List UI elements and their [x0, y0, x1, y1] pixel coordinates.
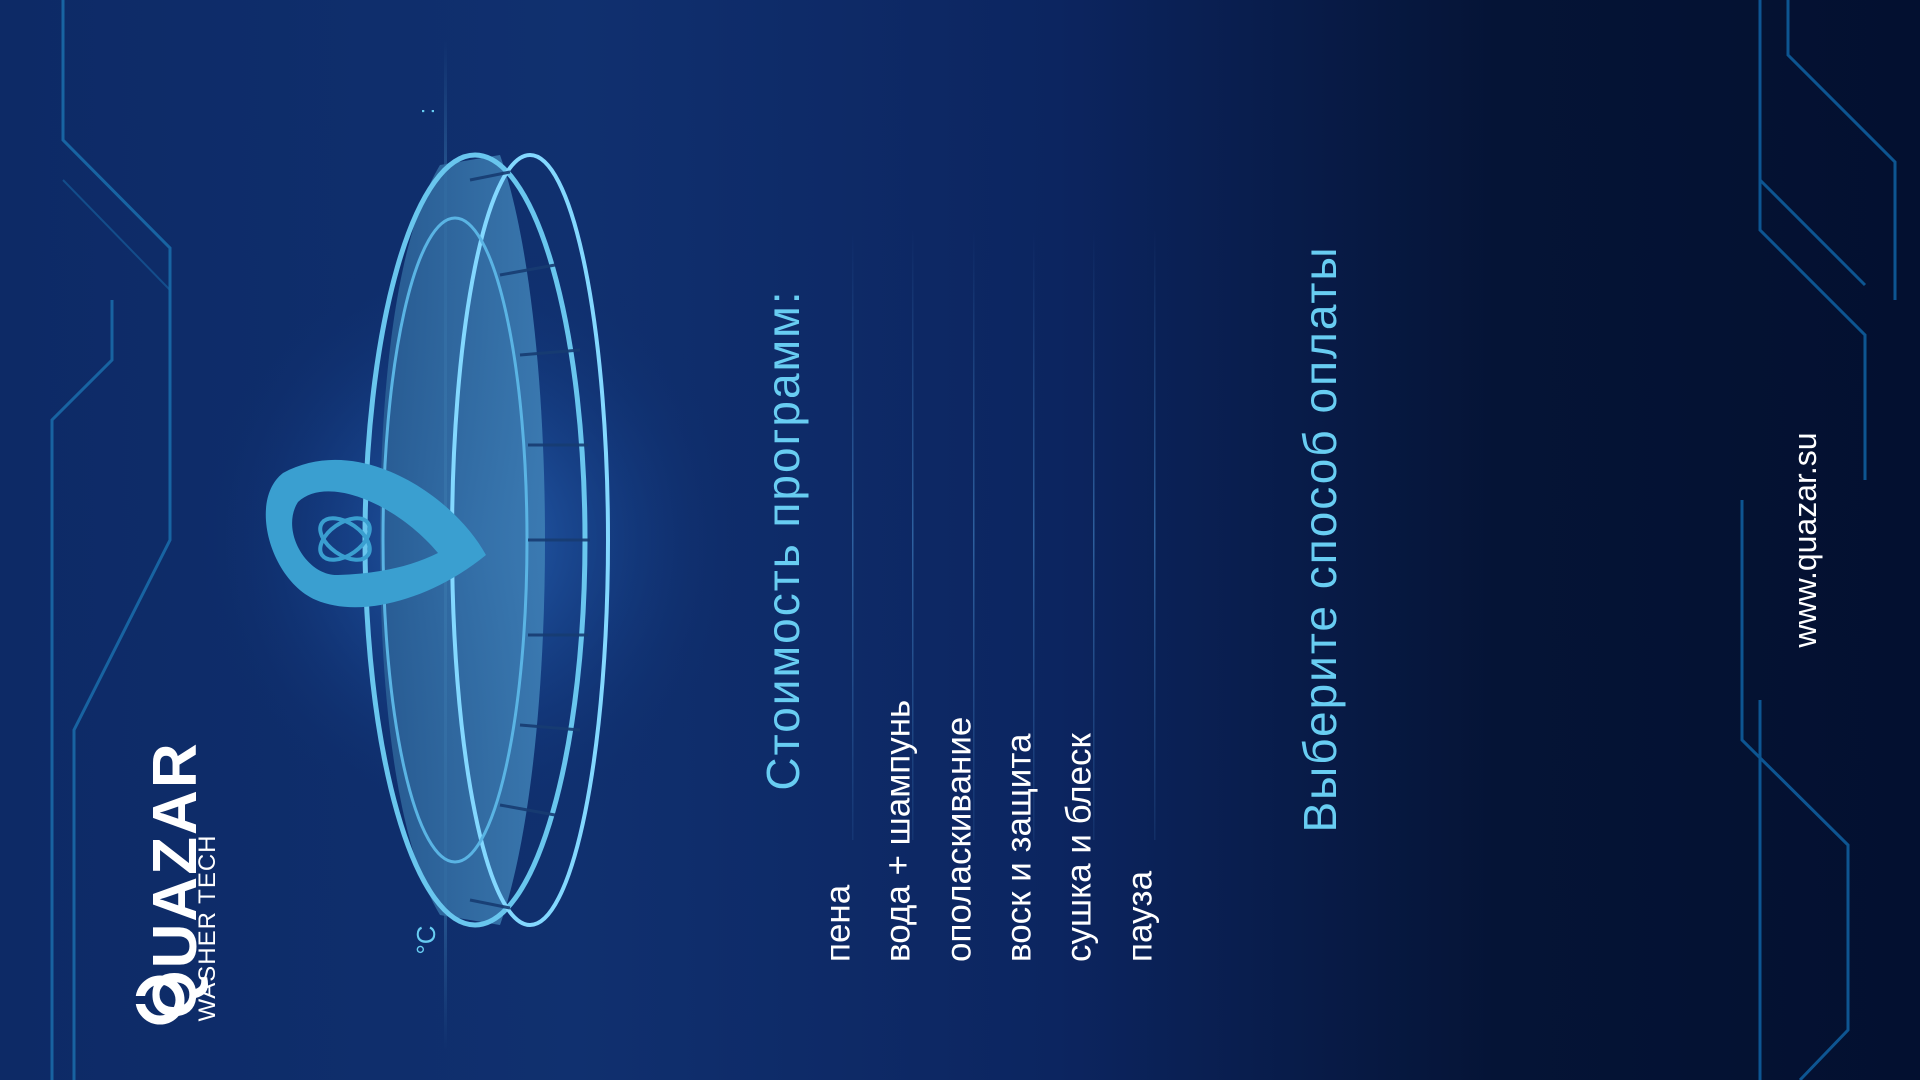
website-url: www.quazar.su — [1787, 432, 1823, 648]
right-circuit-lines — [1740, 0, 1897, 1080]
program-item-rinse: ополаскивание — [939, 716, 979, 962]
temperature-unit: °C — [411, 925, 441, 955]
left-circuit-lines — [50, 0, 172, 1080]
program-item-wax: воск и защита — [999, 733, 1039, 962]
brand-logo-mark — [134, 975, 185, 1025]
brand-emblem — [265, 459, 487, 608]
payment-prompt: Выберите способ оплаты — [1294, 245, 1346, 833]
program-separators — [852, 230, 1156, 840]
program-item-pause: пауза — [1120, 870, 1160, 962]
clock-separator: : — [414, 107, 439, 115]
brand-tagline: WASHER TECH — [194, 834, 221, 1022]
prices-title: Стоимость программ: — [757, 289, 809, 791]
program-item-water-shampoo: вода + шампунь — [878, 699, 918, 962]
program-item-dry-shine: сушка и блеск — [1059, 733, 1099, 962]
program-item-foam: пена — [818, 884, 858, 962]
